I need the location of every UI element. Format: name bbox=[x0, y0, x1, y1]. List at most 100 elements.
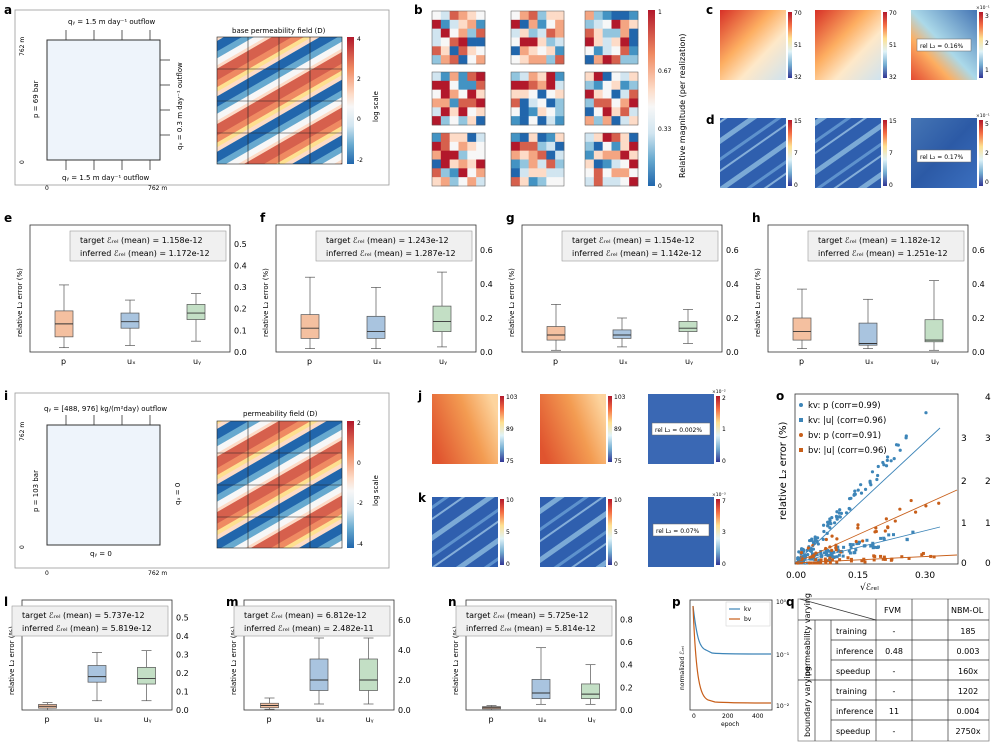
mosaic-cell bbox=[511, 37, 521, 47]
mosaic-cell bbox=[593, 159, 603, 169]
xtick-p: p bbox=[489, 715, 494, 724]
mosaic-cell bbox=[555, 107, 565, 117]
loss-xtick-1: 200 bbox=[722, 713, 734, 720]
box-ux bbox=[858, 298, 878, 349]
point-bv-p bbox=[856, 523, 860, 527]
point-kv-u bbox=[830, 554, 834, 558]
mosaic-cell bbox=[629, 72, 639, 82]
cbar-label-i: log scale bbox=[372, 475, 380, 506]
mosaic-cell bbox=[511, 46, 521, 56]
mosaic-cell bbox=[449, 19, 459, 29]
mosaic-cell bbox=[440, 177, 450, 187]
loss-ytick-2: 10⁻² bbox=[776, 703, 790, 710]
point-bv-p bbox=[856, 526, 860, 530]
mosaic-cell bbox=[593, 55, 603, 65]
mosaic-cell bbox=[537, 89, 547, 99]
cbar-j1-2: 75 bbox=[506, 458, 514, 465]
mosaic-cell bbox=[611, 80, 621, 90]
panel-c: 70 51 32 70 51 32 rel L₂ = 0.16% ×10⁻¹ 3… bbox=[720, 5, 990, 81]
mosaic-cell bbox=[629, 19, 639, 29]
point-kv-p bbox=[829, 522, 833, 526]
point-kv-p bbox=[856, 488, 860, 492]
point-kv-p bbox=[811, 547, 816, 551]
ytick-right: 0.0 bbox=[398, 706, 411, 715]
mosaic-cell bbox=[555, 28, 565, 38]
mosaic-cell bbox=[585, 46, 595, 56]
grid-lines-a bbox=[216, 36, 343, 165]
scatter-yright-0: 4 bbox=[985, 393, 991, 403]
point-kv-p bbox=[822, 529, 826, 534]
point-bv-p bbox=[834, 546, 838, 550]
mosaic-cell bbox=[537, 159, 547, 169]
mosaic-cell bbox=[611, 11, 621, 21]
mosaic-cell bbox=[537, 19, 547, 29]
mosaic-cell bbox=[546, 107, 556, 117]
x-tick-left-i: 0 bbox=[45, 570, 49, 577]
mosaic-cell bbox=[432, 72, 442, 82]
mosaic-cell bbox=[440, 80, 450, 90]
box-p bbox=[482, 705, 501, 711]
point-kv-p bbox=[797, 550, 801, 554]
mosaic-cell bbox=[519, 37, 529, 47]
panel-label-l: l bbox=[4, 595, 8, 609]
mosaic-cell bbox=[519, 133, 529, 143]
mosaic-cell bbox=[546, 28, 556, 38]
point-bv-p bbox=[806, 546, 810, 550]
point-kv-u bbox=[853, 551, 857, 555]
scatter-yright-1: 3 bbox=[985, 434, 991, 444]
point-kv-p bbox=[892, 457, 896, 461]
panel-label-f: f bbox=[260, 211, 266, 225]
grid-lines-i bbox=[216, 420, 343, 549]
mosaic-cell bbox=[593, 80, 603, 90]
mosaic-cell bbox=[602, 11, 612, 21]
group-label-perm: permeability varying bbox=[803, 593, 812, 676]
xtick-ux: uₓ bbox=[865, 357, 874, 366]
mosaic-cell bbox=[602, 80, 612, 90]
table-cell-fvm: - bbox=[893, 687, 896, 696]
point-kv-p bbox=[870, 470, 875, 474]
rel-error-c: rel L₂ = 0.16% bbox=[920, 43, 964, 50]
colorbar-k2 bbox=[608, 499, 612, 565]
xtick-ux: uₓ bbox=[127, 357, 136, 366]
cbar-j2-1: 89 bbox=[614, 426, 622, 433]
mosaic-border bbox=[584, 132, 639, 187]
mosaic-cell bbox=[546, 168, 556, 178]
mosaic-cell bbox=[432, 80, 442, 90]
mosaic-cell bbox=[629, 80, 639, 90]
mosaic-cell bbox=[528, 159, 538, 169]
mosaic-cell bbox=[528, 11, 538, 21]
point-kv-u bbox=[804, 553, 808, 557]
mosaic-cell bbox=[629, 168, 639, 178]
mosaic-cell bbox=[555, 55, 565, 65]
permeability-field-i bbox=[217, 421, 342, 548]
point-kv-u bbox=[849, 545, 853, 549]
mosaic-cell bbox=[432, 116, 442, 126]
point-kv-p bbox=[826, 520, 830, 524]
box-p bbox=[38, 702, 57, 711]
point-kv-p bbox=[869, 483, 873, 487]
point-bv-u bbox=[835, 560, 839, 564]
realization-7 bbox=[510, 132, 565, 187]
ytick-right: 0.0 bbox=[972, 348, 985, 357]
rel-error-d: rel L₂ = 0.17% bbox=[920, 154, 964, 161]
outflow-arrows-top-i bbox=[65, 415, 151, 425]
mosaic-cell bbox=[467, 150, 477, 160]
mosaic-cell bbox=[629, 37, 639, 47]
boxplots-top-row: relative L₂ error (%) target ℰᵣₑₗ (mean) … bbox=[8, 224, 985, 724]
mosaic-cell bbox=[528, 116, 538, 126]
mosaic-cell bbox=[620, 159, 630, 169]
mosaic-cell bbox=[432, 159, 442, 169]
fit-line-bv-u bbox=[794, 554, 958, 564]
ytick-right: 0.0 bbox=[726, 348, 739, 357]
fit-line-bv-p bbox=[794, 489, 958, 564]
mosaic-cell bbox=[440, 55, 450, 65]
ytick-right: 0.2 bbox=[234, 305, 247, 314]
mosaic-cell bbox=[620, 37, 630, 47]
xtick-p: p bbox=[267, 715, 272, 724]
top-boxplot-2: relative L₂ error (%) target ℰᵣₑₗ (mean) … bbox=[508, 224, 739, 366]
table-row-label: inference bbox=[836, 647, 874, 656]
point-bv-p bbox=[909, 498, 913, 503]
mosaic-cell bbox=[519, 107, 529, 117]
mosaic-cell bbox=[476, 177, 486, 187]
mosaic-cell bbox=[440, 28, 450, 38]
